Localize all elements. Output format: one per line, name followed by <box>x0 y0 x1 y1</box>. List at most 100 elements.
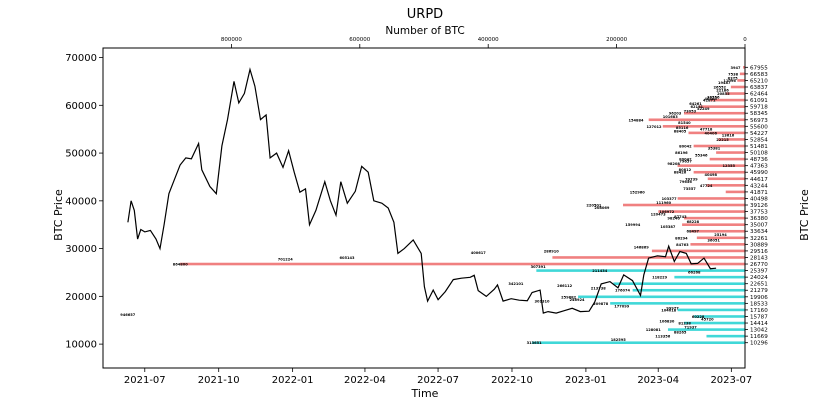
urpd-bar <box>682 223 745 226</box>
urpd-bar <box>737 79 745 82</box>
urpd-bar <box>690 229 745 233</box>
urpd-bar-label: 8375 <box>728 76 739 80</box>
x-axis-label: Time <box>411 387 439 400</box>
right-y-tick-label: 55600 <box>750 124 768 130</box>
urpd-bar <box>718 138 745 141</box>
right-y-tick-label: 30889 <box>750 242 768 248</box>
top-x-tick-label: 0 <box>743 37 747 43</box>
urpd-bar-label: 12355 <box>723 164 736 168</box>
urpd-bar-label: 62191 <box>691 105 704 109</box>
top-x-tick-label: 200000 <box>606 37 627 43</box>
y-tick-label: 50000 <box>65 149 97 160</box>
urpd-bar-label: 246924 <box>569 298 585 302</box>
urpd-bar <box>709 98 745 102</box>
urpd-bar-label: 40406 <box>705 131 718 135</box>
urpd-bar <box>690 243 745 246</box>
right-y-tick-label: 11669 <box>750 334 768 340</box>
urpd-bar-label: 20855 <box>717 92 730 96</box>
urpd-bar-label: 80042 <box>679 158 692 162</box>
urpd-bar <box>706 334 745 338</box>
urpd-bar-label: 73053 <box>684 110 697 114</box>
urpd-bar <box>677 197 745 200</box>
urpd-bar-label: 103377 <box>662 197 678 201</box>
urpd-bar-label: 96203 <box>669 112 682 116</box>
right-y-tick-label: 52854 <box>750 137 768 143</box>
urpd-bar-label: 68497 <box>687 230 700 234</box>
x-tick-label: 2022-04 <box>344 375 386 386</box>
right-y-axis-label: BTC Price <box>798 189 811 241</box>
right-y-tick-label: 44617 <box>750 177 768 183</box>
x-tick-label: 2023-01 <box>565 375 607 386</box>
urpd-bar-label: 81540 <box>678 121 691 125</box>
urpd-bar <box>677 308 745 312</box>
right-y-tick-label: 29516 <box>750 249 768 255</box>
urpd-bar <box>709 157 745 161</box>
right-y-tick-label: 17160 <box>750 308 768 314</box>
urpd-bar <box>693 144 745 148</box>
urpd-bar-label: 88265 <box>674 331 687 335</box>
urpd-bar <box>578 295 745 299</box>
urpd-bar-label: 25194 <box>714 233 727 237</box>
urpd-bar-label: 213738 <box>591 286 607 290</box>
urpd-bar-label: 35381 <box>708 146 721 150</box>
urpd-bar-label: 86196 <box>675 151 688 155</box>
right-y-tick-label: 40498 <box>750 196 768 202</box>
urpd-bar-label: 11096 <box>723 79 736 83</box>
right-y-tick-label: 56973 <box>750 118 768 124</box>
urpd-bar-label: 313651 <box>527 341 543 345</box>
x-tick-label: 2023-07 <box>710 375 752 386</box>
urpd-bar-label: 87743 <box>674 215 687 219</box>
urpd-bar-label: 106972 <box>659 210 675 214</box>
urpd-bar-label: 70739 <box>685 177 698 181</box>
urpd-bar <box>706 184 745 187</box>
urpd-bar <box>667 328 745 331</box>
urpd-bar <box>725 92 745 95</box>
urpd-bar-label: 98246 <box>667 217 680 221</box>
urpd-bar-label: 45720 <box>701 317 714 321</box>
urpd-bar-label: 152960 <box>630 190 646 194</box>
right-y-tick-label: 47363 <box>750 164 768 170</box>
urpd-bar <box>674 275 745 279</box>
right-y-tick-label: 58345 <box>750 111 768 117</box>
y-tick-label: 70000 <box>65 53 97 64</box>
urpd-bar <box>696 236 745 240</box>
right-y-tick-label: 18533 <box>750 301 768 307</box>
urpd-bar-label: 79656 <box>679 180 692 184</box>
urpd-bar <box>658 210 745 213</box>
urpd-bar-label: 146869 <box>634 246 650 250</box>
top-x-tick-label: 400000 <box>478 37 499 43</box>
x-tick-label: 2023-04 <box>637 375 679 386</box>
urpd-bar-label: 80812 <box>679 168 692 172</box>
urpd-bar-label: 101683 <box>663 115 679 119</box>
urpd-bar <box>610 302 745 305</box>
urpd-bar-label: 127012 <box>646 125 662 129</box>
urpd-bar-label: 208069 <box>594 206 610 210</box>
right-y-tick-label: 65210 <box>750 78 768 84</box>
urpd-bar-label: 701224 <box>278 258 294 262</box>
urpd-bar-label: 128081 <box>646 328 662 332</box>
urpd-bar-label: 7538 <box>728 72 739 76</box>
urpd-bar-label: 286910 <box>544 249 560 253</box>
urpd-bar-label: 209878 <box>593 302 609 306</box>
right-y-tick-label: 59718 <box>750 105 768 111</box>
urpd-bar-label: 36556 <box>707 96 720 100</box>
urpd-bar-label: 259882 <box>561 295 577 299</box>
urpd-bar-label: 106830 <box>659 320 675 324</box>
urpd-bar-label: 342101 <box>508 282 524 286</box>
urpd-bar-label: 211434 <box>592 269 608 273</box>
urpd-bar-label: 176074 <box>615 289 631 293</box>
urpd-bar-label: 88426 <box>674 171 687 175</box>
right-y-tick-label: 26770 <box>750 262 768 268</box>
urpd-bar <box>648 118 745 122</box>
urpd-bar-label: 22215 <box>716 138 729 142</box>
right-y-tick-label: 35007 <box>750 223 768 229</box>
urpd-bar-label: 84763 <box>676 243 689 247</box>
urpd-bar-label: 946657 <box>120 313 136 317</box>
x-tick-label: 2021-07 <box>124 375 166 386</box>
right-y-tick-label: 39126 <box>750 203 768 209</box>
price-line <box>127 67 717 314</box>
urpd-bar-label: 81238 <box>678 322 691 326</box>
urpd-bar <box>725 190 745 194</box>
x-tick-label: 2022-07 <box>417 375 459 386</box>
right-y-tick-label: 14414 <box>750 321 768 327</box>
